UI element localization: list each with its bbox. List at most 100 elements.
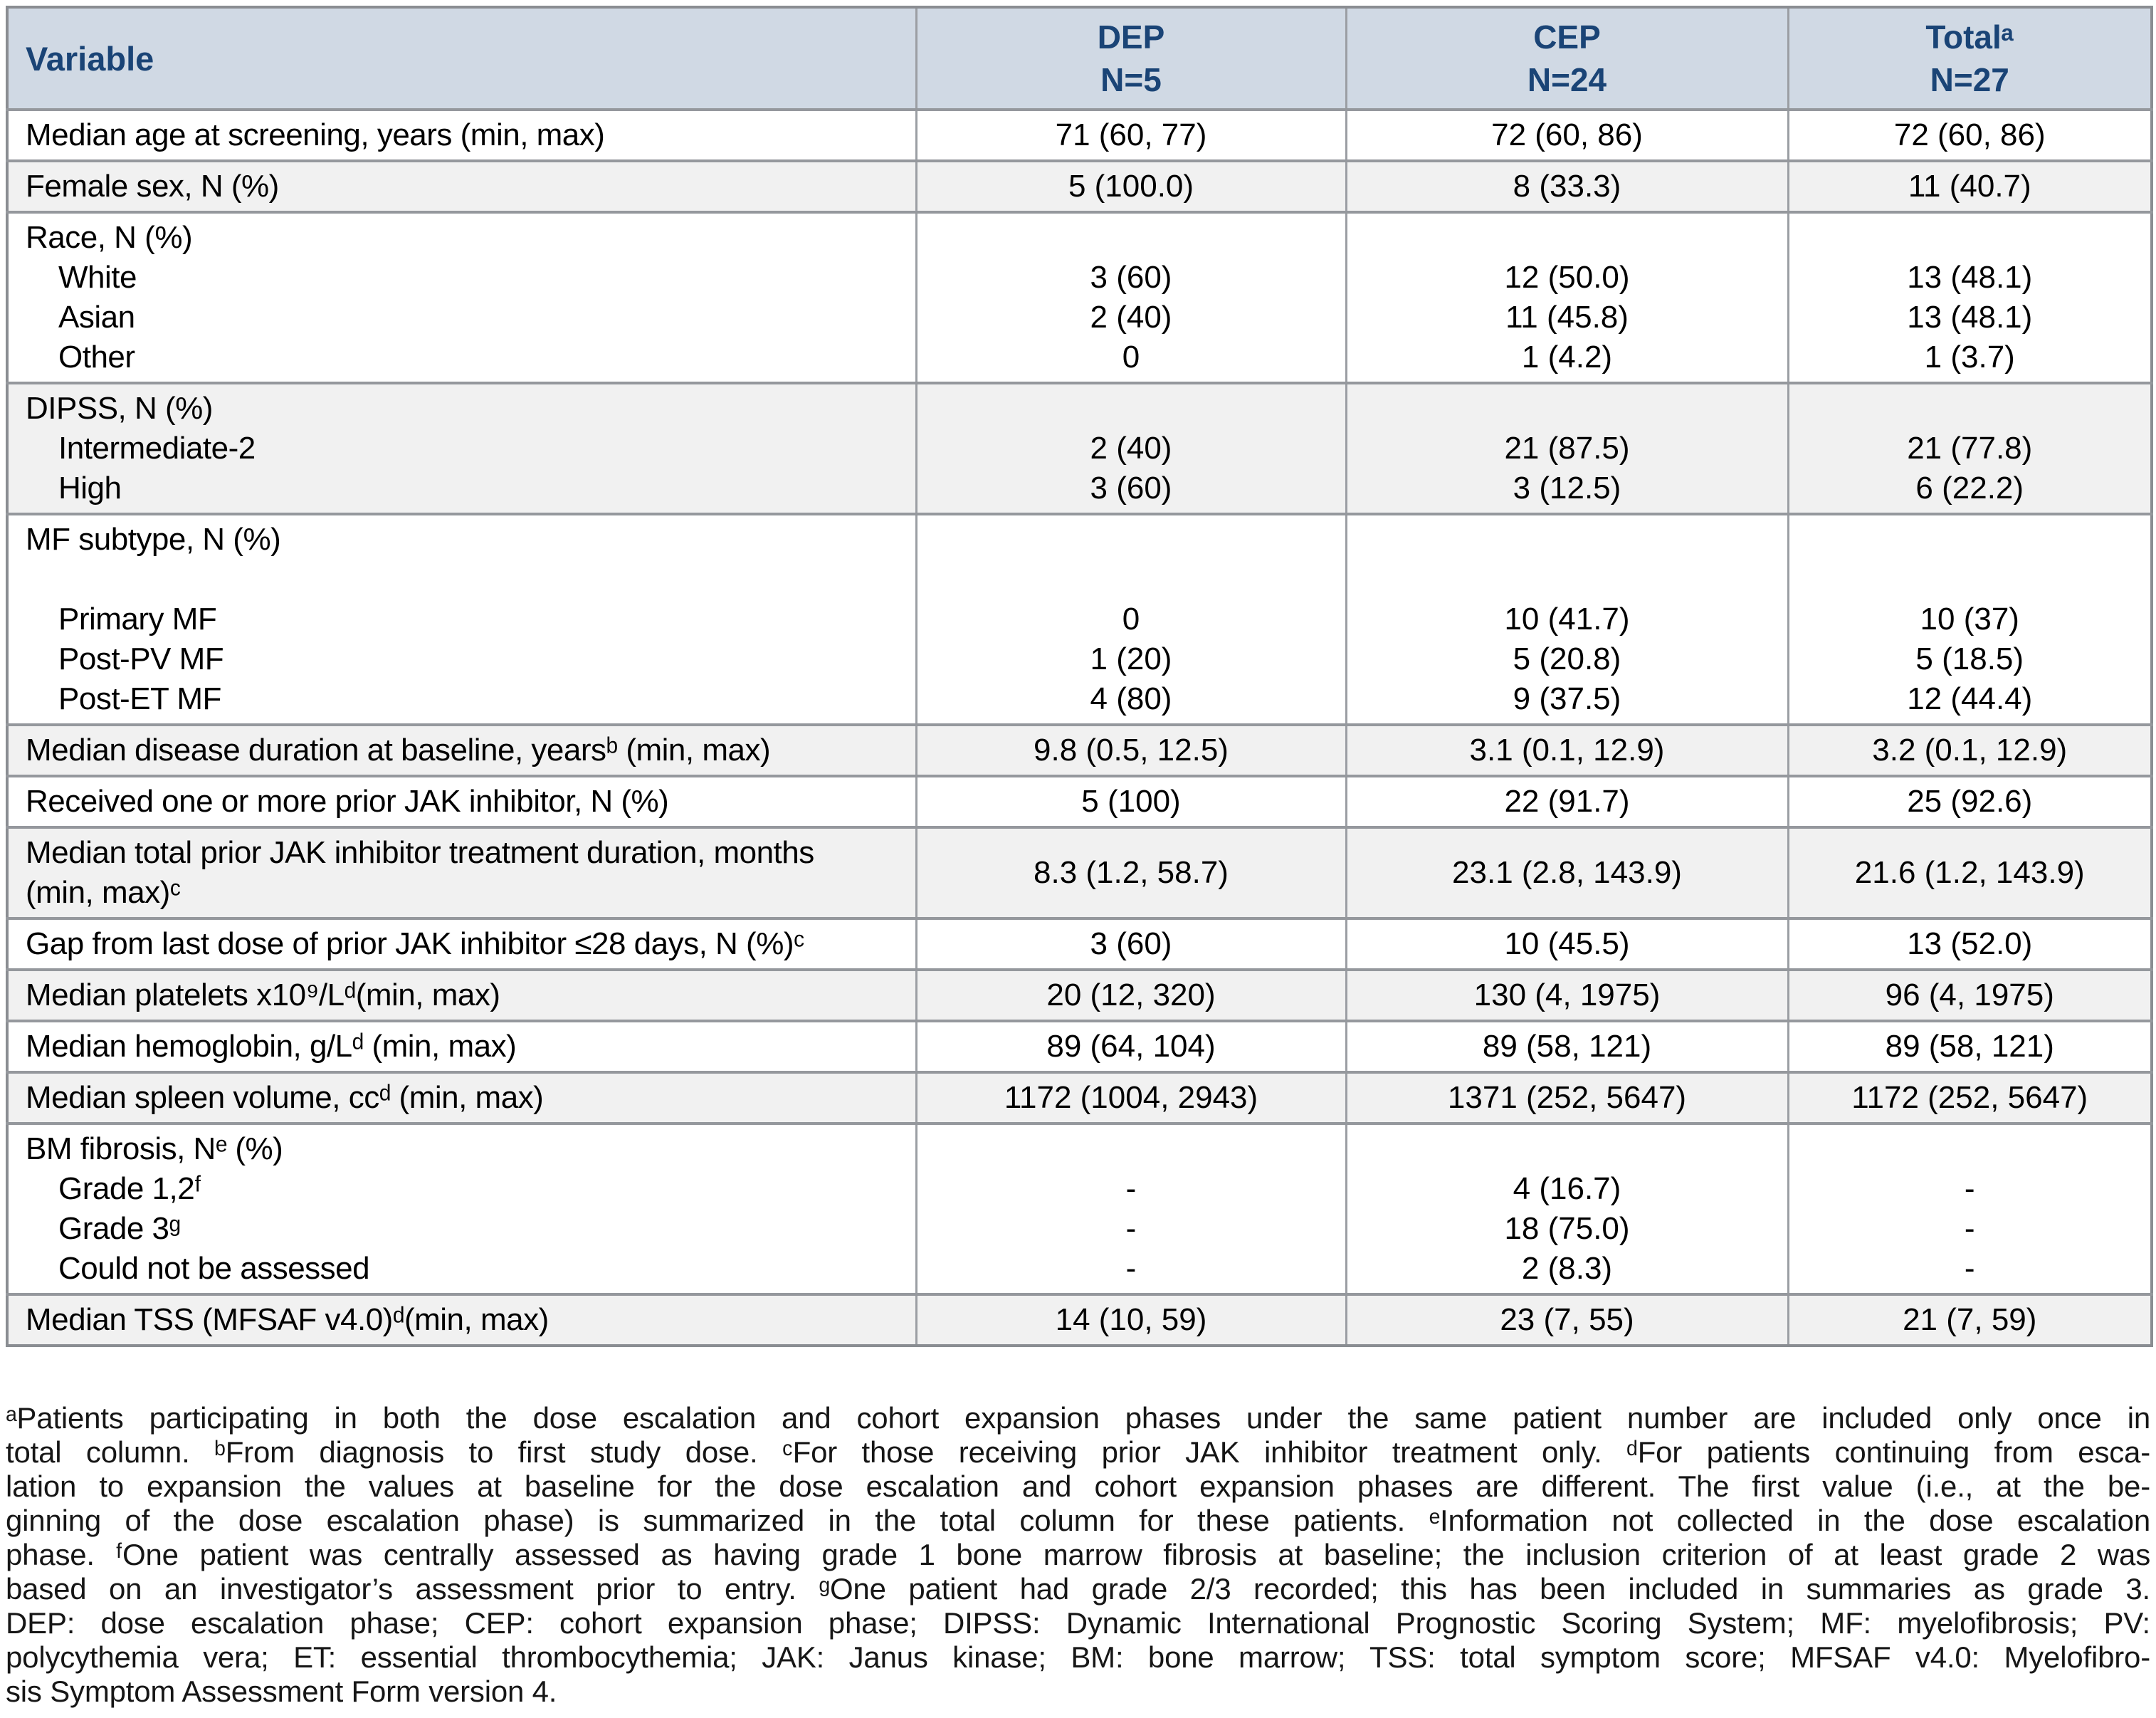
row-label-not-assessed: Could not be assessed	[58, 1251, 370, 1286]
table-row-hemoglobin: Median hemoglobin, g/Lᵈ (min, max) 89 (6…	[7, 1020, 2152, 1072]
cell-value: 9 (37.5)	[1513, 681, 1621, 716]
row-label: BM fibrosis, Nᵉ (%) Grade 1,2ᶠ Grade 3ᵍ …	[7, 1122, 916, 1294]
row-label-text: Median disease duration at baseline, yea…	[26, 733, 771, 768]
cell-total: - - -	[1787, 1122, 2152, 1294]
blank-line	[1347, 1129, 1787, 1169]
cell-value: 10 (41.7)	[1504, 602, 1630, 637]
cell-total: 21 (7, 59)	[1787, 1293, 2152, 1346]
table-row-female-sex: Female sex, N (%) 5 (100.0) 8 (33.3) 11 …	[7, 159, 2152, 212]
cell-total: 1172 (252, 5647)	[1787, 1071, 2152, 1123]
cell-value: 5 (20.8)	[1513, 641, 1621, 676]
table-row-dipss-group: DIPSS, N (%) Intermediate-2 High 2 (40) …	[7, 382, 2152, 514]
baseline-characteristics-table: Variable DEP N=5 CEP N=24 Totalᵃ N=27 Me…	[6, 6, 2153, 1347]
header-dep-label: DEP	[1097, 19, 1165, 56]
cell-value: -	[1964, 1171, 1975, 1206]
cell-cep: 130 (4, 1975)	[1345, 968, 1788, 1021]
row-label-text: Median hemoglobin, g/Lᵈ (min, max)	[26, 1029, 517, 1064]
row-label-asian: Asian	[58, 300, 135, 335]
table-footnotes: ᵃPatients participating in both the dose…	[6, 1401, 2150, 1709]
cell-value: 8.3 (1.2, 58.7)	[1034, 855, 1229, 890]
cell-dep: 2 (40) 3 (60)	[915, 382, 1346, 514]
cell-value: 10 (45.5)	[1504, 926, 1630, 961]
cell-value: 3 (60)	[1090, 471, 1172, 506]
blank-line	[917, 218, 1345, 258]
cell-cep: 23 (7, 55)	[1345, 1293, 1788, 1346]
cell-total: 89 (58, 121)	[1787, 1020, 2152, 1072]
cell-value: 6 (22.2)	[1915, 471, 2024, 506]
cell-cep: 22 (91.7)	[1345, 775, 1788, 827]
cell-cep: 1371 (252, 5647)	[1345, 1071, 1788, 1123]
blank-line	[1789, 389, 2151, 429]
cell-dep: 5 (100)	[915, 775, 1346, 827]
row-label-text: Female sex, N (%)	[26, 169, 279, 204]
row-label: Received one or more prior JAK inhibitor…	[7, 775, 916, 827]
cell-cep: 10 (41.7) 5 (20.8) 9 (37.5)	[1345, 513, 1788, 725]
cell-value: 2 (40)	[1090, 300, 1172, 335]
cell-value: 89 (58, 121)	[1885, 1029, 2054, 1064]
cell-dep: 5 (100.0)	[915, 159, 1346, 212]
cell-value: 14 (10, 59)	[1055, 1302, 1207, 1337]
cell-cep: 21 (87.5) 3 (12.5)	[1345, 382, 1788, 514]
footnote-line: polycythemia vera; ET: essential thrombo…	[6, 1640, 2150, 1674]
blank-line	[917, 389, 1345, 429]
row-label: Median age at screening, years (min, max…	[7, 108, 916, 161]
cell-value: 22 (91.7)	[1504, 784, 1630, 819]
blank-line	[1789, 520, 2151, 560]
footnote-line: based on an investigator’s assessment pr…	[6, 1572, 2150, 1606]
cell-value: 13 (48.1)	[1907, 260, 2033, 295]
cell-value: 71 (60, 77)	[1055, 117, 1207, 152]
row-label-text: Median spleen volume, ccᵈ (min, max)	[26, 1080, 544, 1115]
header-variable: Variable	[7, 7, 916, 110]
group-header-bm-fibrosis: BM fibrosis, Nᵉ (%)	[26, 1131, 283, 1166]
cell-value: 20 (12, 320)	[1046, 978, 1216, 1012]
cell-dep: 71 (60, 77)	[915, 108, 1346, 161]
row-label: Female sex, N (%)	[7, 159, 916, 212]
table-row-prior-jak: Received one or more prior JAK inhibitor…	[7, 775, 2152, 827]
row-label: DIPSS, N (%) Intermediate-2 High	[7, 382, 916, 514]
cell-cep: 10 (45.5)	[1345, 917, 1788, 970]
table-row-jak-treatment-duration: Median total prior JAK inhibitor treatme…	[7, 826, 2152, 918]
blank-line	[917, 560, 1345, 599]
footnote-line: ginning of the dose escalation phase) is…	[6, 1504, 2150, 1537]
cell-cep: 72 (60, 86)	[1345, 108, 1788, 161]
row-label: Median hemoglobin, g/Lᵈ (min, max)	[7, 1020, 916, 1072]
header-cep: CEP N=24	[1345, 7, 1788, 110]
row-label-other: Other	[58, 340, 135, 374]
cell-value: 5 (100.0)	[1068, 169, 1194, 204]
group-header-dipss: DIPSS, N (%)	[26, 391, 213, 426]
row-label-text: Median age at screening, years (min, max…	[26, 117, 605, 152]
blank-line	[1789, 1129, 2151, 1169]
cell-value: -	[1125, 1251, 1137, 1286]
row-label: MF subtype, N (%) Primary MF Post-PV MF …	[7, 513, 916, 725]
cell-value: 11 (40.7)	[1908, 169, 2031, 204]
cell-value: -	[1964, 1211, 1975, 1246]
table-row-gap-last-dose: Gap from last dose of prior JAK inhibito…	[7, 917, 2152, 970]
cell-value: 11 (45.8)	[1505, 300, 1629, 335]
row-label: Race, N (%) White Asian Other	[7, 211, 916, 383]
row-label-grade3: Grade 3ᵍ	[58, 1211, 181, 1246]
table-header-row: Variable DEP N=5 CEP N=24 Totalᵃ N=27	[7, 7, 2152, 110]
header-cep-n: N=24	[1527, 61, 1607, 98]
blank-line	[26, 560, 910, 599]
cell-cep: 8 (33.3)	[1345, 159, 1788, 212]
cell-dep: 3 (60)	[915, 917, 1346, 970]
cell-value: 1 (20)	[1090, 641, 1172, 676]
cell-dep: 3 (60) 2 (40) 0	[915, 211, 1346, 383]
row-label-text: Gap from last dose of prior JAK inhibito…	[26, 926, 805, 961]
row-label-intermediate2: Intermediate-2	[58, 431, 256, 466]
cell-total: 13 (52.0)	[1787, 917, 2152, 970]
cell-value: 3.1 (0.1, 12.9)	[1469, 733, 1665, 768]
cell-total: 13 (48.1) 13 (48.1) 1 (3.7)	[1787, 211, 2152, 383]
cell-value: 0	[1122, 602, 1140, 637]
cell-value: 1371 (252, 5647)	[1447, 1080, 1687, 1115]
table-row-race-group: Race, N (%) White Asian Other 3 (60) 2 (…	[7, 211, 2152, 383]
cell-dep: 14 (10, 59)	[915, 1293, 1346, 1346]
blank-line	[1347, 520, 1787, 560]
cell-total: 96 (4, 1975)	[1787, 968, 2152, 1021]
footnote-line: sis Symptom Assessment Form version 4.	[6, 1675, 557, 1708]
footnote-line: phase. ᶠOne patient was centrally assess…	[6, 1538, 2150, 1571]
cell-total: 21 (77.8) 6 (22.2)	[1787, 382, 2152, 514]
footnote-line: ᵃPatients participating in both the dose…	[6, 1401, 2150, 1435]
cell-value: 89 (58, 121)	[1482, 1029, 1652, 1064]
cell-value: 2 (40)	[1090, 431, 1172, 466]
